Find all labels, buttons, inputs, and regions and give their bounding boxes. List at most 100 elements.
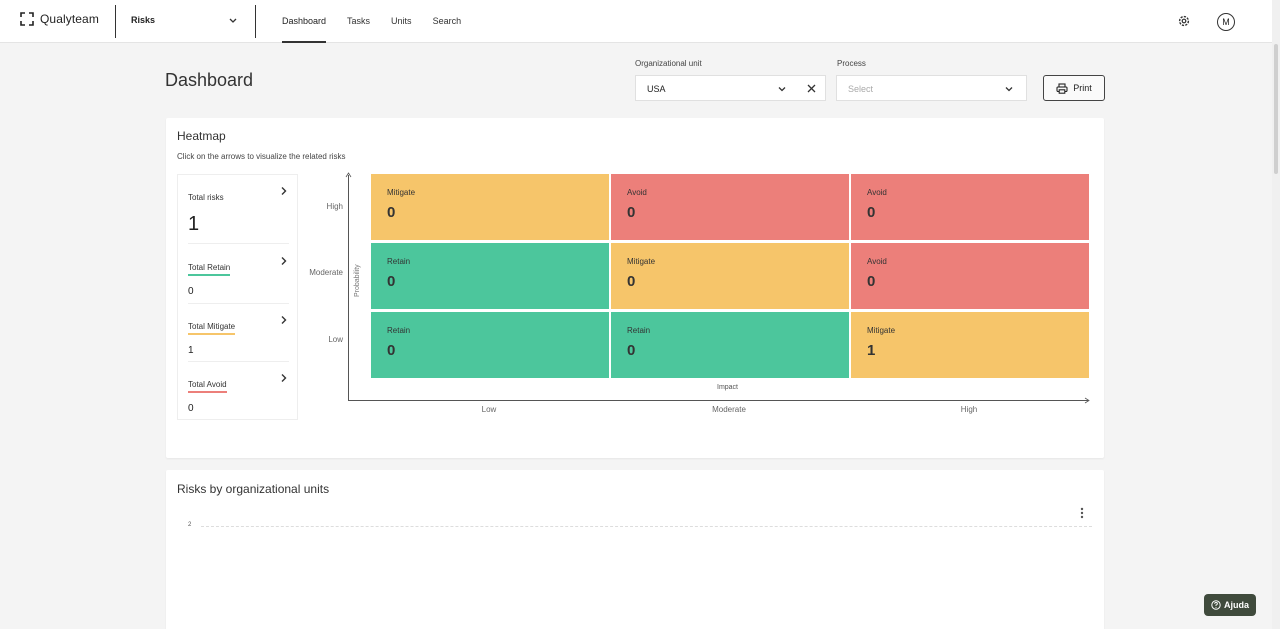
divider [188, 243, 289, 244]
nav-tasks[interactable]: Tasks [347, 16, 371, 26]
help-button[interactable]: Ajuda [1204, 594, 1256, 616]
more-options-icon[interactable] [1080, 507, 1084, 519]
summary-value: 0 [188, 286, 194, 297]
clear-org-unit-button[interactable] [798, 75, 826, 101]
help-icon [1211, 600, 1221, 610]
heatmap-cell-high-moderate[interactable]: Avoid 0 [611, 174, 849, 240]
cell-label: Avoid [867, 257, 887, 266]
gear-icon[interactable] [1177, 14, 1191, 28]
close-icon [807, 84, 816, 93]
nav-search[interactable]: Search [432, 16, 462, 26]
cell-label: Mitigate [627, 257, 656, 266]
avatar[interactable]: M [1217, 13, 1235, 31]
module-selector-label[interactable]: Risks [131, 15, 156, 25]
units-chart-title: Risks by organizational units [177, 482, 330, 496]
divider [115, 5, 116, 38]
chevron-down-icon[interactable] [228, 14, 238, 28]
scrollbar-thumb[interactable] [1274, 44, 1278, 174]
process-select[interactable]: Select [836, 75, 1027, 101]
x-tick-high: High [960, 405, 978, 414]
print-button[interactable]: Print [1043, 75, 1105, 101]
summary-total-mitigate: Total Mitigate 1 [188, 316, 288, 356]
units-chart-card: Risks by organizational units 2 [166, 470, 1104, 629]
brand-logo[interactable]: Qualyteam [20, 12, 99, 26]
y-axis-title: Probability [354, 264, 361, 297]
cell-label: Avoid [627, 188, 647, 197]
cell-label: Avoid [867, 188, 887, 197]
page-scrollbar[interactable] [1272, 0, 1280, 629]
chevron-right-icon[interactable] [280, 186, 288, 196]
chevron-right-icon[interactable] [280, 256, 288, 266]
x-axis-line [348, 400, 1088, 401]
heatmap-cell-moderate-high[interactable]: Avoid 0 [851, 243, 1089, 309]
process-label: Process [837, 59, 866, 68]
top-bar: Qualyteam Risks Dashboard Tasks Units Se… [0, 0, 1280, 43]
cell-count: 0 [387, 204, 396, 221]
summary-label: Total Retain [188, 263, 231, 276]
cell-label: Retain [387, 326, 411, 335]
x-tick-moderate: Moderate [712, 405, 746, 414]
cell-count: 0 [387, 342, 396, 359]
divider [255, 5, 256, 38]
nav-dashboard[interactable]: Dashboard [282, 0, 327, 43]
y-tick-low: Low [328, 335, 343, 344]
heatmap-cell-high-low[interactable]: Mitigate 0 [371, 174, 609, 240]
cell-count: 0 [387, 273, 396, 290]
y-tick-moderate: Moderate [309, 268, 343, 277]
summary-total-risks: Total risks 1 [188, 187, 288, 236]
heatmap-cell-low-low[interactable]: Retain 0 [371, 312, 609, 378]
summary-value: 1 [188, 213, 200, 235]
printer-icon [1056, 82, 1068, 94]
y-axis-line [348, 175, 349, 400]
gridline [201, 526, 1092, 527]
cell-count: 0 [627, 204, 636, 221]
qualyteam-logo-icon [20, 12, 34, 26]
divider [188, 303, 289, 304]
cell-count: 0 [627, 273, 636, 290]
summary-total-retain: Total Retain 0 [188, 257, 288, 297]
summary-label: Total Mitigate [188, 322, 236, 335]
x-tick-low: Low [481, 405, 497, 414]
heatmap-cell-low-moderate[interactable]: Retain 0 [611, 312, 849, 378]
x-axis-arrow-icon [1084, 397, 1090, 404]
x-axis-title: Impact [717, 384, 739, 391]
nav-units[interactable]: Units [391, 16, 412, 26]
cell-count: 0 [627, 342, 636, 359]
cell-count: 1 [867, 342, 876, 359]
risk-summary-panel: Total risks 1 Total Retain 0 Total Mitig… [177, 174, 298, 420]
heatmap-title: Heatmap [177, 129, 226, 143]
heatmap-subtitle: Click on the arrows to visualize the rel… [177, 152, 346, 161]
heatmap-cell-low-high[interactable]: Mitigate 1 [851, 312, 1089, 378]
page-title: Dashboard [165, 70, 254, 90]
heatmap-card: Heatmap Click on the arrows to visualize… [166, 118, 1104, 458]
summary-label: Total Avoid [188, 380, 227, 393]
summary-label: Total risks [188, 193, 224, 202]
y-tick-high: High [326, 202, 343, 211]
y-tick: 2 [188, 522, 192, 528]
heatmap-cell-moderate-moderate[interactable]: Mitigate 0 [611, 243, 849, 309]
org-unit-select[interactable]: USA [635, 75, 799, 101]
summary-total-avoid: Total Avoid 0 [188, 374, 288, 414]
org-unit-value: USA [647, 84, 666, 94]
cell-label: Mitigate [867, 326, 896, 335]
help-label: Ajuda [1223, 600, 1249, 610]
summary-value: 0 [188, 403, 194, 414]
brand-name: Qualyteam [40, 12, 99, 26]
cell-label: Retain [387, 257, 411, 266]
y-axis-arrow-icon [345, 172, 352, 178]
cell-count: 0 [867, 273, 876, 290]
summary-value: 1 [188, 345, 194, 356]
heatmap-cell-high-high[interactable]: Avoid 0 [851, 174, 1089, 240]
divider [188, 361, 289, 362]
heatmap-cell-moderate-low[interactable]: Retain 0 [371, 243, 609, 309]
cell-count: 0 [867, 204, 876, 221]
chevron-right-icon[interactable] [280, 373, 288, 383]
cell-label: Mitigate [387, 188, 416, 197]
chevron-down-icon [778, 87, 786, 92]
process-placeholder: Select [848, 84, 874, 94]
org-unit-label: Organizational unit [635, 59, 702, 68]
chevron-right-icon[interactable] [280, 315, 288, 325]
chevron-down-icon [1005, 87, 1013, 92]
print-label: Print [1073, 83, 1092, 93]
main-nav: Dashboard Tasks Units Search [282, 0, 461, 43]
